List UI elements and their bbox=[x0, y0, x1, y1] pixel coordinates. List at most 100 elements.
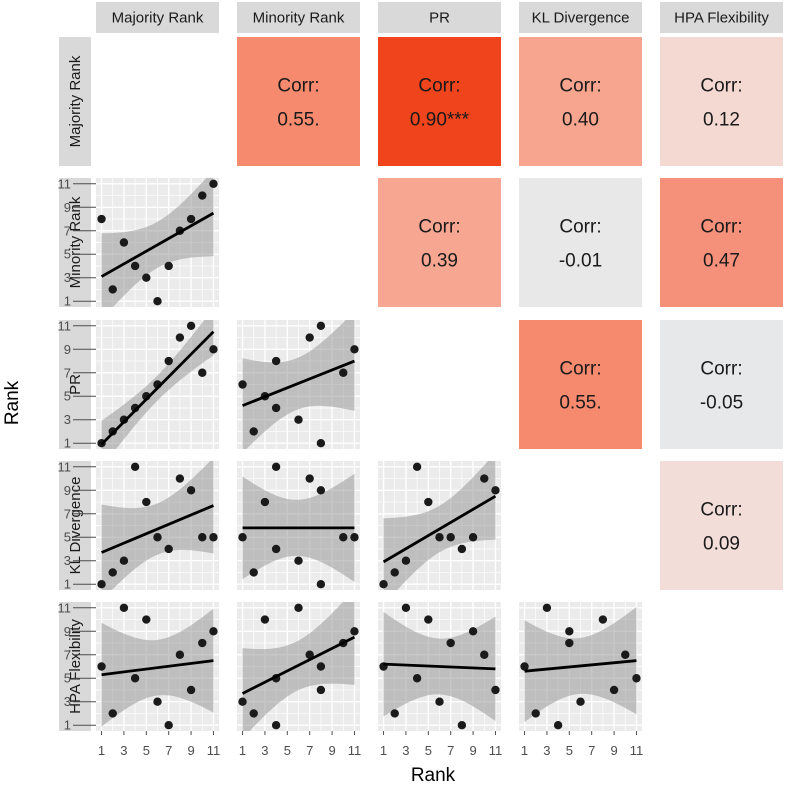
y-tick-label: 3 bbox=[64, 694, 71, 709]
corr-tile-bg bbox=[519, 320, 642, 449]
data-point bbox=[609, 685, 619, 695]
x-tick-label: 11 bbox=[630, 743, 644, 758]
corr-tile-bg bbox=[660, 178, 783, 307]
strip-left-label: PR bbox=[67, 374, 84, 395]
corr-tile: Corr: -0.05 bbox=[660, 320, 783, 449]
corr-tile-bg bbox=[660, 37, 783, 166]
data-point bbox=[621, 650, 630, 659]
y-tick-label: 7 bbox=[64, 365, 71, 380]
y-tick-label: 7 bbox=[64, 647, 71, 662]
data-point bbox=[468, 627, 478, 636]
data-point bbox=[424, 497, 433, 507]
scatter-panel bbox=[237, 461, 360, 590]
data-point bbox=[108, 285, 117, 294]
y-tick-label: 9 bbox=[64, 483, 71, 498]
data-point bbox=[175, 474, 185, 483]
x-tick-label: 7 bbox=[165, 743, 172, 758]
x-tick-label: 11 bbox=[207, 743, 221, 758]
data-point bbox=[164, 544, 173, 554]
x-tick-label: 1 bbox=[380, 743, 387, 758]
strip-left-label: HPA Flexibility bbox=[67, 619, 84, 714]
data-point bbox=[401, 556, 411, 565]
corr-tile: Corr: 0.90*** bbox=[378, 37, 501, 166]
data-point bbox=[350, 627, 359, 636]
data-point bbox=[198, 533, 207, 542]
strip-top-majority-rank bbox=[96, 2, 219, 33]
data-point bbox=[350, 345, 359, 354]
data-point bbox=[142, 615, 151, 624]
corr-tile-bg bbox=[378, 37, 501, 166]
data-point bbox=[294, 415, 303, 424]
y-tick-label: 1 bbox=[64, 718, 71, 733]
strip-left-minority-rank bbox=[59, 178, 91, 307]
scatter-panel bbox=[237, 320, 360, 449]
data-point bbox=[271, 544, 281, 554]
data-point bbox=[260, 615, 270, 624]
data-point bbox=[531, 709, 540, 718]
data-point bbox=[491, 486, 500, 495]
corr-value: 0.55. bbox=[277, 110, 319, 131]
corr-tile-bg bbox=[660, 320, 783, 449]
data-point bbox=[198, 191, 207, 200]
regression-line bbox=[382, 494, 497, 564]
data-point bbox=[164, 720, 173, 730]
y-axis-title: Rank bbox=[2, 380, 23, 425]
corr-tile: Corr: 0.47 bbox=[660, 178, 783, 307]
scatter-panel bbox=[96, 178, 219, 307]
data-point bbox=[390, 709, 399, 718]
scatter-panel bbox=[96, 602, 219, 731]
corr-heading: Corr: bbox=[700, 76, 742, 97]
regression-line bbox=[242, 359, 355, 407]
y-tick-label: 1 bbox=[64, 436, 71, 451]
regression-line bbox=[524, 659, 637, 673]
data-point bbox=[175, 650, 185, 659]
strip-top-label: HPA Flexibility bbox=[674, 10, 769, 27]
y-tick-label: 1 bbox=[64, 577, 71, 592]
y-tick-label: 9 bbox=[64, 624, 71, 639]
x-tick-label: 9 bbox=[469, 743, 476, 758]
corr-heading: Corr: bbox=[700, 359, 742, 380]
data-point bbox=[316, 685, 326, 695]
data-point bbox=[108, 568, 117, 577]
regression-line bbox=[241, 635, 356, 695]
data-point bbox=[271, 403, 281, 413]
y-tick-label: 5 bbox=[64, 671, 71, 686]
data-point bbox=[294, 603, 303, 613]
corr-tile: Corr: 0.12 bbox=[660, 37, 783, 166]
x-tick-label: 3 bbox=[261, 743, 268, 758]
strip-left-label: KL Divergence bbox=[67, 477, 84, 575]
regression-line bbox=[100, 504, 215, 554]
x-tick-label: 5 bbox=[566, 743, 573, 758]
y-tick-label: 1 bbox=[64, 294, 71, 309]
strip-top-minority-rank bbox=[237, 2, 360, 33]
corr-tile: Corr: 0.09 bbox=[660, 461, 783, 590]
corr-heading: Corr: bbox=[700, 500, 742, 521]
data-point bbox=[316, 579, 326, 589]
data-point bbox=[305, 650, 314, 659]
corr-heading: Corr: bbox=[700, 217, 742, 238]
corr-tile: Corr: 0.55. bbox=[237, 37, 360, 166]
data-point bbox=[520, 662, 529, 671]
x-tick-label: 11 bbox=[489, 743, 503, 758]
scatter-panel bbox=[96, 320, 219, 449]
data-point bbox=[119, 603, 129, 613]
strip-left-pr bbox=[59, 320, 91, 449]
data-point bbox=[412, 462, 422, 472]
corr-heading: Corr: bbox=[559, 76, 601, 97]
data-point bbox=[316, 662, 326, 671]
x-tick-label: 1 bbox=[521, 743, 528, 758]
corr-value: 0.09 bbox=[703, 534, 740, 555]
data-point bbox=[130, 674, 140, 683]
y-tick-label: 9 bbox=[64, 200, 71, 215]
data-point bbox=[316, 321, 326, 331]
strip-top-label: Majority Rank bbox=[112, 10, 204, 27]
data-point bbox=[480, 650, 489, 659]
confidence-band bbox=[101, 178, 214, 307]
y-tick-label: 11 bbox=[58, 600, 72, 615]
x-tick-label: 1 bbox=[239, 743, 246, 758]
data-point bbox=[339, 533, 348, 542]
data-point bbox=[119, 238, 129, 247]
data-point bbox=[271, 462, 281, 472]
corr-tile-bg bbox=[660, 461, 783, 590]
